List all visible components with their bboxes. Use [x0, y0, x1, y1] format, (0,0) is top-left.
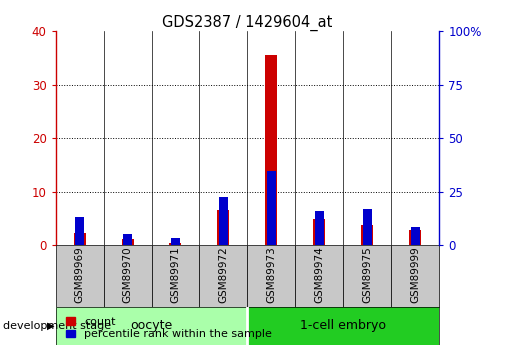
Text: GSM89971: GSM89971: [171, 246, 180, 303]
Text: GSM89969: GSM89969: [75, 246, 84, 303]
Text: GSM89999: GSM89999: [411, 246, 420, 303]
Bar: [267, 171, 276, 245]
Bar: [266, 55, 277, 245]
Bar: [247, 307, 439, 345]
Bar: [362, 225, 373, 245]
Bar: [363, 209, 372, 245]
Text: GSM89974: GSM89974: [315, 246, 324, 303]
Bar: [74, 233, 85, 245]
Bar: [75, 217, 84, 245]
Bar: [343, 245, 391, 307]
Bar: [199, 245, 247, 307]
Text: GSM89973: GSM89973: [267, 246, 276, 303]
Legend: count, percentile rank within the sample: count, percentile rank within the sample: [66, 317, 272, 339]
Text: GSM89970: GSM89970: [123, 246, 132, 303]
Bar: [56, 307, 247, 345]
Bar: [247, 245, 295, 307]
Bar: [152, 245, 199, 307]
Text: ▶: ▶: [47, 321, 55, 331]
Bar: [171, 238, 180, 245]
Bar: [314, 219, 325, 245]
Text: 1-cell embryo: 1-cell embryo: [300, 319, 386, 333]
Bar: [122, 239, 133, 245]
Bar: [104, 245, 152, 307]
Text: GSM89972: GSM89972: [219, 246, 228, 303]
Text: development stage: development stage: [3, 321, 111, 331]
Bar: [123, 234, 132, 245]
Title: GDS2387 / 1429604_at: GDS2387 / 1429604_at: [162, 15, 333, 31]
Bar: [295, 245, 343, 307]
Bar: [391, 245, 439, 307]
Bar: [411, 227, 420, 245]
Bar: [170, 243, 181, 245]
Bar: [218, 210, 229, 245]
Text: oocyte: oocyte: [130, 319, 173, 333]
Bar: [219, 197, 228, 245]
Bar: [315, 211, 324, 245]
Bar: [410, 230, 421, 245]
Bar: [56, 245, 104, 307]
Text: GSM89975: GSM89975: [363, 246, 372, 303]
